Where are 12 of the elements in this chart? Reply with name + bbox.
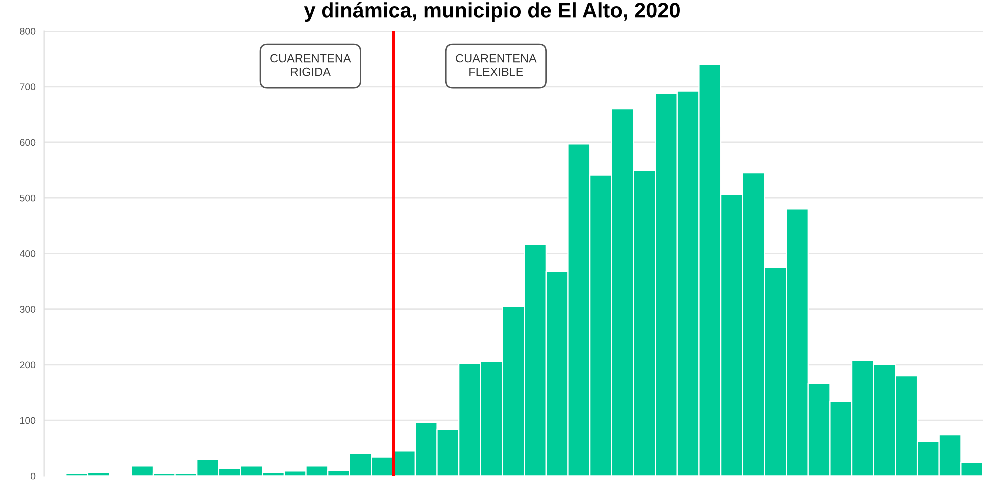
annotation: CUARENTENA FLEXIBLE (456, 54, 537, 76)
y-tick-label: 600 (20, 139, 36, 146)
y-tick-label: 0 (30, 472, 36, 480)
y-tick-label: 700 (20, 84, 36, 90)
y-tick-label: 500 (20, 194, 36, 202)
y-tick-label: 200 (20, 362, 36, 369)
chart-title: y dinámica, municipio de El Alto, 2020 (304, 2, 680, 22)
y-tick-label: 100 (20, 417, 36, 424)
y-tick-label: 400 (20, 250, 36, 258)
y-tick-label: 800 (20, 28, 36, 35)
y-tick-label: 300 (20, 306, 36, 313)
annotation: CUARENTENA RIGIDA (270, 54, 352, 76)
